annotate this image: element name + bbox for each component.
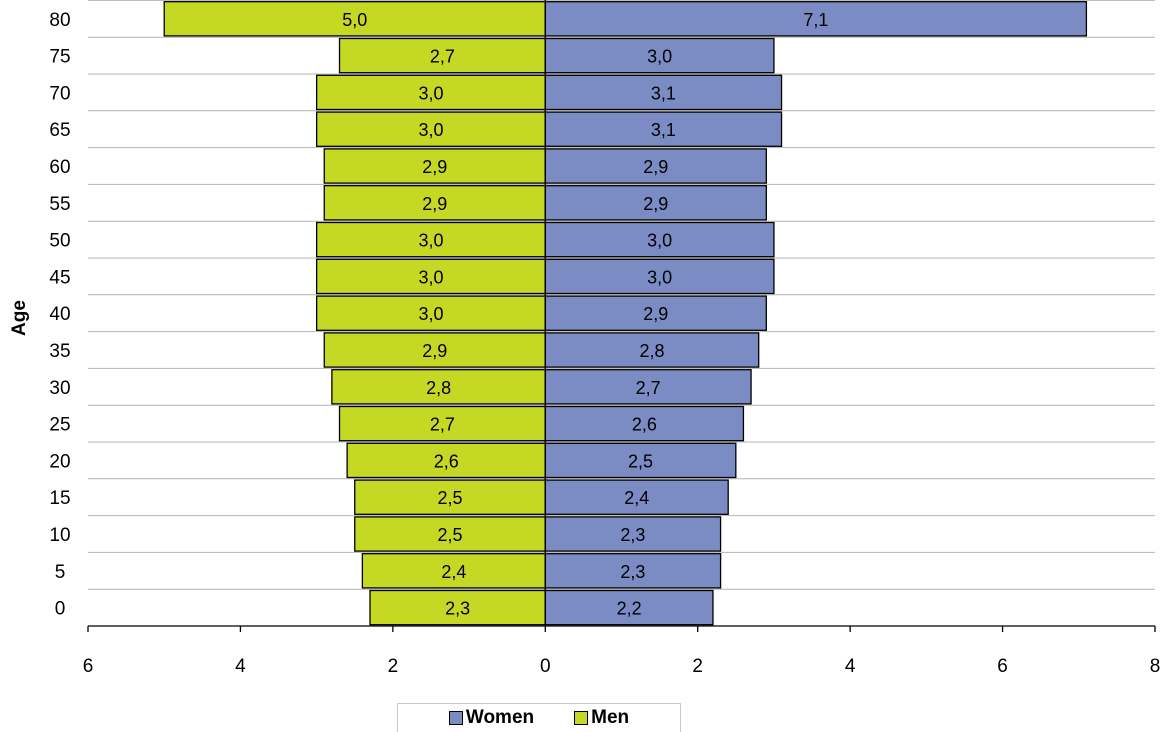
data-label-women-age-65: 3,1 — [651, 120, 676, 140]
bar-women-age-20 — [544, 442, 737, 479]
data-label-men-age-30: 2,8 — [426, 378, 451, 398]
y-tick-label-45: 45 — [49, 267, 70, 288]
x-tick-label: 8 — [1150, 656, 1161, 677]
chart-legend: Women Men — [397, 703, 681, 732]
data-label-men-age-10: 2,5 — [438, 525, 463, 545]
bar-men-age-80 — [163, 1, 546, 37]
y-tick-label-10: 10 — [49, 525, 70, 546]
legend-label-women: Women — [465, 707, 535, 728]
x-tick-label: 6 — [83, 656, 94, 677]
x-tick-label: 2 — [388, 656, 399, 677]
bar-women-age-55 — [544, 185, 767, 221]
bar-men-age-10 — [354, 516, 546, 552]
y-tick-label-60: 60 — [49, 157, 70, 178]
y-tick-label-80: 80 — [49, 10, 70, 31]
y-tick-label-75: 75 — [49, 47, 70, 68]
y-tick-label-0: 0 — [55, 599, 66, 620]
x-tick-label: 4 — [235, 656, 246, 677]
bar-men-age-35 — [323, 332, 546, 368]
legend-swatch-men — [574, 711, 589, 725]
data-label-women-age-75: 3,0 — [647, 47, 672, 67]
bar-women-age-50 — [544, 221, 775, 258]
bar-men-age-70 — [315, 74, 546, 111]
x-tick-label: 6 — [997, 656, 1008, 677]
x-tick-label: 0 — [540, 656, 551, 677]
legend-swatch-women — [448, 711, 463, 725]
x-tick-label: 4 — [845, 656, 856, 677]
data-label-men-age-40: 3,0 — [418, 304, 443, 324]
data-label-women-age-25: 2,6 — [632, 415, 657, 435]
bar-women-age-40 — [544, 295, 767, 331]
bar-women-age-25 — [544, 405, 745, 442]
data-label-men-age-20: 2,6 — [434, 451, 459, 471]
bar-women-age-35 — [544, 332, 760, 368]
data-label-men-age-80: 5,0 — [342, 10, 367, 30]
bar-men-age-50 — [315, 221, 546, 258]
data-label-men-age-60: 2,9 — [422, 157, 447, 177]
data-label-men-age-5: 2,4 — [441, 562, 466, 582]
bar-women-age-10 — [544, 516, 722, 552]
bar-women-age-65 — [544, 111, 783, 147]
x-tick-label: 2 — [692, 656, 703, 677]
bar-women-age-0 — [544, 589, 714, 626]
bar-women-age-75 — [544, 37, 775, 74]
bar-women-age-60 — [544, 148, 767, 184]
bar-men-age-45 — [315, 258, 546, 295]
bar-men-age-30 — [331, 369, 546, 405]
data-label-women-age-0: 2,2 — [617, 599, 642, 619]
data-label-men-age-65: 3,0 — [418, 120, 443, 140]
data-label-men-age-25: 2,7 — [430, 415, 455, 435]
data-label-men-age-70: 3,0 — [418, 83, 443, 103]
legend-entry-men: Men — [574, 707, 629, 729]
y-tick-label-25: 25 — [49, 415, 70, 436]
data-label-women-age-20: 2,5 — [628, 451, 653, 471]
data-label-women-age-10: 2,3 — [620, 525, 645, 545]
y-tick-label-70: 70 — [49, 83, 70, 104]
data-label-men-age-75: 2,7 — [430, 47, 455, 67]
y-tick-label-20: 20 — [49, 451, 70, 472]
bar-women-age-45 — [544, 258, 775, 295]
data-label-women-age-15: 2,4 — [624, 488, 649, 508]
y-tick-label-50: 50 — [49, 231, 70, 252]
y-tick-label-5: 5 — [55, 562, 66, 583]
data-label-women-age-5: 2,3 — [620, 562, 645, 582]
data-label-women-age-35: 2,8 — [639, 341, 664, 361]
y-tick-label-55: 55 — [49, 194, 70, 215]
bar-women-age-30 — [544, 369, 752, 405]
data-label-women-age-45: 3,0 — [647, 267, 672, 287]
data-label-men-age-55: 2,9 — [422, 194, 447, 214]
bar-men-age-25 — [338, 405, 546, 442]
data-label-men-age-35: 2,9 — [422, 341, 447, 361]
legend-label-men: Men — [591, 707, 630, 728]
data-label-women-age-80: 7,1 — [803, 10, 828, 30]
bar-men-age-75 — [338, 37, 546, 74]
y-tick-label-35: 35 — [49, 341, 70, 362]
y-tick-label-65: 65 — [49, 120, 70, 141]
bar-men-age-40 — [315, 295, 546, 331]
data-label-women-age-40: 2,9 — [643, 304, 668, 324]
data-label-women-age-30: 2,7 — [636, 378, 661, 398]
data-label-women-age-70: 3,1 — [651, 83, 676, 103]
y-tick-label-15: 15 — [49, 488, 70, 509]
data-label-women-age-55: 2,9 — [643, 194, 668, 214]
legend-entry-women: Women — [448, 707, 535, 729]
data-label-men-age-15: 2,5 — [438, 488, 463, 508]
bar-women-age-15 — [544, 479, 729, 515]
data-label-men-age-45: 3,0 — [418, 267, 443, 287]
data-label-women-age-50: 3,0 — [647, 231, 672, 251]
data-label-women-age-60: 2,9 — [643, 157, 668, 177]
y-tick-label-40: 40 — [49, 304, 70, 325]
data-label-men-age-50: 3,0 — [418, 231, 443, 251]
population-pyramid-chart: 2,3 2,4 2,5 2,5 2,6 2,7 2,8 2,9 3,0 3,0 3,0 2,9 2,9 3… — [9, 0, 1161, 677]
y-tick-label-30: 30 — [49, 378, 70, 399]
data-label-men-age-0: 2,3 — [445, 599, 470, 619]
bar-men-age-0 — [369, 589, 546, 626]
y-axis-title: Age — [9, 300, 30, 336]
